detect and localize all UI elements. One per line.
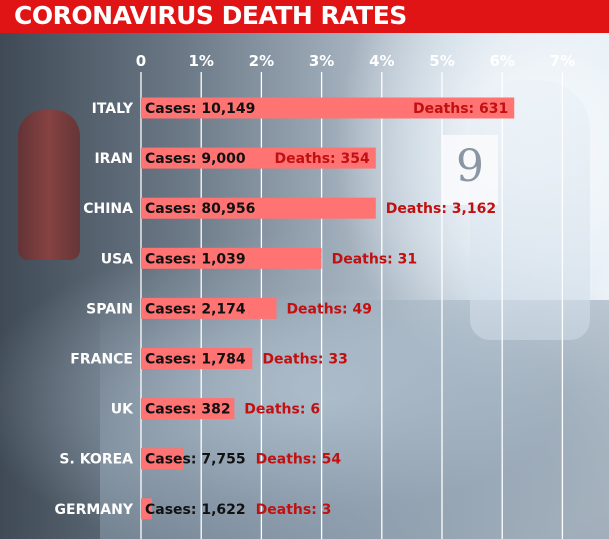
- chart-title: CORONAVIRUS DEATH RATES: [14, 1, 407, 30]
- cases-label: Cases: 10,149: [145, 101, 255, 117]
- cases-label: Cases: 9,000: [145, 151, 246, 167]
- bar: [141, 348, 253, 369]
- category-label: SPAIN: [86, 301, 133, 317]
- number-sign: 9: [442, 135, 498, 205]
- deaths-label: Deaths: 31: [332, 251, 418, 267]
- category-label: IRAN: [94, 151, 133, 167]
- deaths-label: Deaths: 6: [244, 402, 320, 418]
- x-tick-label: 4%: [369, 52, 394, 70]
- category-label: S. KOREA: [59, 452, 133, 468]
- fire-extinguisher-shape: [18, 110, 80, 260]
- bar: [141, 498, 152, 520]
- cases-label: Cases: 1,784: [145, 352, 246, 368]
- bar: [141, 297, 277, 319]
- sign-numeral: 9: [456, 141, 484, 192]
- deaths-label: Deaths: 49: [286, 301, 372, 317]
- category-label: ITALY: [92, 101, 134, 117]
- bar: [141, 147, 376, 169]
- x-tick-label: 3%: [309, 52, 334, 70]
- bars: [141, 97, 515, 520]
- deaths-label: Deaths: 3,162: [386, 201, 496, 217]
- category-label: CHINA: [83, 201, 133, 217]
- x-tick-label: 6%: [489, 52, 514, 70]
- x-tick-label: 2%: [249, 52, 274, 70]
- category-labels: ITALY IRAN CHINA USA SPAIN FRANCE UK S. KOREA GE…: [55, 101, 135, 518]
- x-tick-label: 5%: [429, 52, 454, 70]
- x-axis-ticks: 0 1% 2% 3% 4% 5% 6% 7%: [136, 52, 575, 70]
- category-label: USA: [101, 251, 133, 267]
- deaths-label: Deaths: 354: [275, 151, 371, 167]
- cases-label: Cases: 80,956: [145, 201, 255, 217]
- deaths-label: Deaths: 3: [256, 502, 332, 518]
- bar: [141, 448, 184, 470]
- deaths-label: Deaths: 33: [262, 352, 348, 368]
- category-label: FRANCE: [70, 352, 133, 368]
- hazmat-figure-shape: [470, 80, 590, 340]
- header-bar: CORONAVIRUS DEATH RATES: [0, 0, 609, 33]
- bar: [141, 97, 515, 119]
- data-labels: Cases: 10,149 Deaths: 631 Cases: 9,000 Deat…: [145, 101, 508, 518]
- cases-label: Cases: 1,039: [145, 251, 246, 267]
- x-tick-label: 7%: [550, 52, 575, 70]
- bar: [141, 247, 322, 269]
- category-label: GERMANY: [55, 502, 134, 518]
- cases-label: Cases: 7,755: [145, 452, 246, 468]
- x-tick-label: 0: [136, 52, 146, 70]
- deaths-label: Deaths: 631: [413, 101, 508, 117]
- bar: [141, 398, 235, 420]
- cases-label: Cases: 2,174: [145, 301, 246, 317]
- bar: [141, 197, 376, 219]
- cases-label: Cases: 1,622: [145, 502, 246, 518]
- category-label: UK: [111, 402, 134, 418]
- x-tick-label: 1%: [188, 52, 213, 70]
- cases-label: Cases: 382: [145, 402, 231, 418]
- deaths-label: Deaths: 54: [256, 452, 342, 468]
